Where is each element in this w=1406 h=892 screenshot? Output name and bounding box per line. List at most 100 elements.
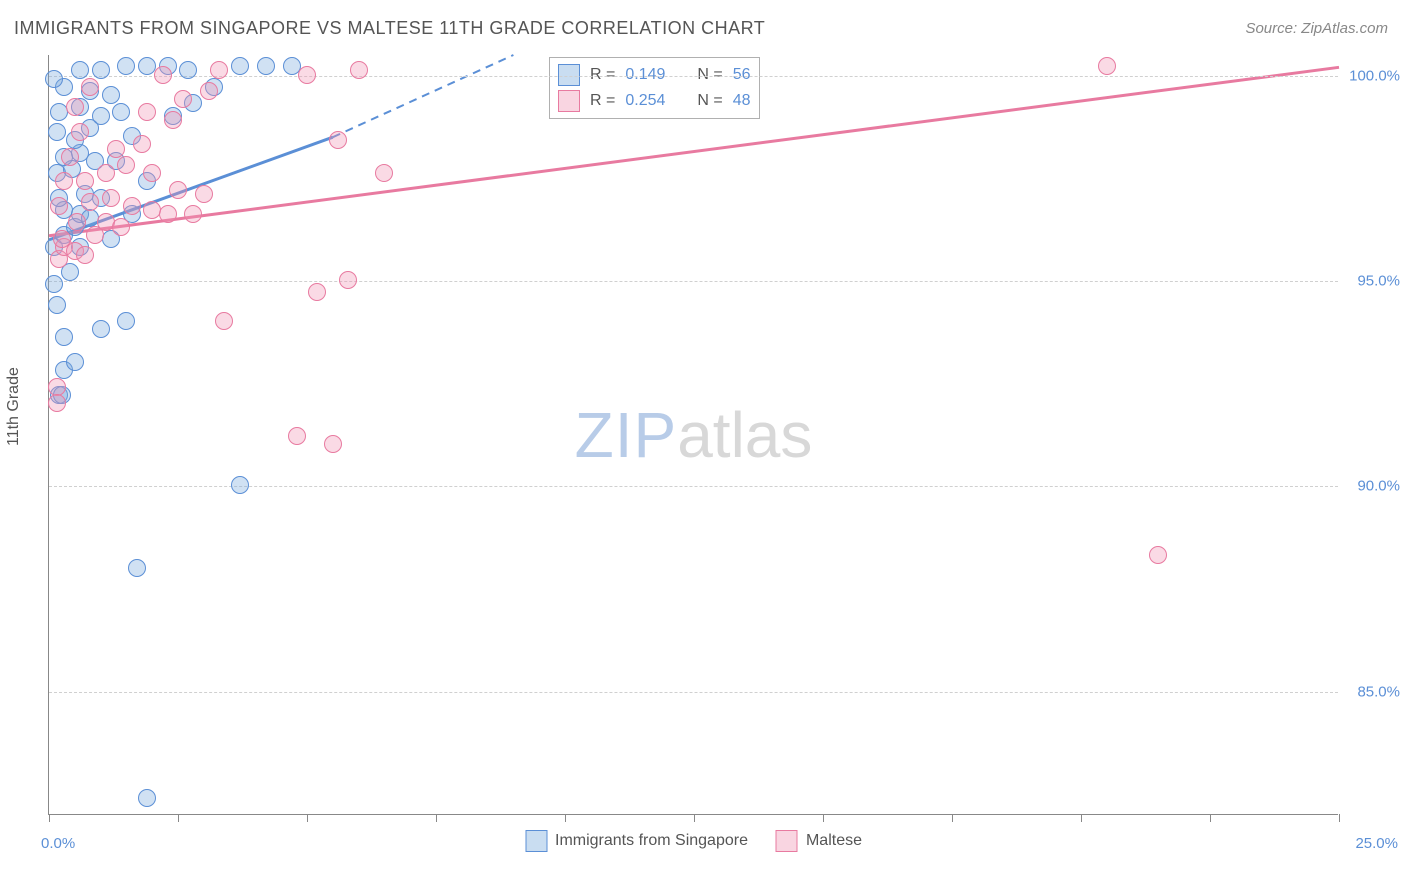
data-point: [81, 78, 99, 96]
x-tick: [1081, 814, 1082, 822]
data-point: [184, 205, 202, 223]
r-label: R =: [590, 92, 615, 110]
data-point: [350, 61, 368, 79]
legend-stats-row-maltese: R = 0.254 N = 48: [558, 88, 751, 114]
legend-label-maltese: Maltese: [806, 832, 862, 850]
data-point: [48, 123, 66, 141]
data-point: [102, 86, 120, 104]
data-point: [50, 197, 68, 215]
data-point: [61, 148, 79, 166]
data-point: [112, 218, 130, 236]
data-point: [174, 90, 192, 108]
data-point: [339, 271, 357, 289]
data-point: [81, 193, 99, 211]
data-point: [257, 57, 275, 75]
data-point: [66, 353, 84, 371]
y-tick-label: 100.0%: [1349, 67, 1400, 84]
gridline-h: [49, 692, 1338, 693]
data-point: [55, 172, 73, 190]
data-point: [210, 61, 228, 79]
chart-container: IMMIGRANTS FROM SINGAPORE VS MALTESE 11T…: [0, 0, 1406, 892]
data-point: [128, 559, 146, 577]
data-point: [133, 135, 151, 153]
x-tick: [952, 814, 953, 822]
legend-label-singapore: Immigrants from Singapore: [555, 832, 748, 850]
x-tick: [1339, 814, 1340, 822]
data-point: [375, 164, 393, 182]
bottom-legend: Immigrants from Singapore Maltese: [525, 830, 862, 852]
watermark-zip: ZIP: [575, 399, 678, 471]
data-point: [138, 789, 156, 807]
data-point: [123, 197, 141, 215]
x-tick: [307, 814, 308, 822]
x-axis-max-label: 25.0%: [1355, 835, 1398, 852]
swatch-blue-icon: [525, 830, 547, 852]
y-axis-title: 11th Grade: [5, 367, 23, 446]
trend-lines-svg: [49, 55, 1338, 814]
x-axis-min-label: 0.0%: [41, 835, 75, 852]
x-tick: [823, 814, 824, 822]
data-point: [71, 123, 89, 141]
chart-title: IMMIGRANTS FROM SINGAPORE VS MALTESE 11T…: [14, 18, 765, 39]
data-point: [329, 131, 347, 149]
n-value-maltese: 48: [733, 92, 751, 110]
plot-area: ZIPatlas R = 0.149 N = 56 R = 0.254 N = …: [48, 55, 1338, 815]
data-point: [200, 82, 218, 100]
x-tick: [565, 814, 566, 822]
watermark: ZIPatlas: [575, 398, 813, 472]
n-label: N =: [697, 92, 722, 110]
watermark-atlas: atlas: [677, 399, 812, 471]
data-point: [288, 427, 306, 445]
data-point: [117, 156, 135, 174]
data-point: [68, 213, 86, 231]
data-point: [117, 312, 135, 330]
data-point: [154, 66, 172, 84]
data-point: [107, 140, 125, 158]
data-point: [1149, 546, 1167, 564]
data-point: [195, 185, 213, 203]
legend-item-singapore: Immigrants from Singapore: [525, 830, 748, 852]
source-label: Source: ZipAtlas.com: [1245, 20, 1388, 37]
data-point: [53, 230, 71, 248]
r-value-maltese: 0.254: [625, 92, 665, 110]
y-tick-label: 85.0%: [1357, 683, 1400, 700]
data-point: [298, 66, 316, 84]
data-point: [66, 98, 84, 116]
legend-stats-box: R = 0.149 N = 56 R = 0.254 N = 48: [549, 57, 760, 119]
data-point: [92, 107, 110, 125]
legend-item-maltese: Maltese: [776, 830, 862, 852]
data-point: [215, 312, 233, 330]
data-point: [92, 61, 110, 79]
data-point: [102, 189, 120, 207]
data-point: [117, 57, 135, 75]
y-tick-label: 95.0%: [1357, 272, 1400, 289]
data-point: [138, 103, 156, 121]
data-point: [169, 181, 187, 199]
data-point: [164, 111, 182, 129]
data-point: [45, 275, 63, 293]
data-point: [231, 476, 249, 494]
swatch-pink-icon: [558, 90, 580, 112]
gridline-h: [49, 281, 1338, 282]
data-point: [76, 246, 94, 264]
data-point: [71, 61, 89, 79]
data-point: [112, 103, 130, 121]
x-tick: [49, 814, 50, 822]
x-tick: [436, 814, 437, 822]
data-point: [48, 378, 66, 396]
data-point: [179, 61, 197, 79]
data-point: [48, 296, 66, 314]
data-point: [45, 70, 63, 88]
gridline-h: [49, 76, 1338, 77]
data-point: [48, 394, 66, 412]
data-point: [97, 164, 115, 182]
data-point: [324, 435, 342, 453]
data-point: [159, 205, 177, 223]
x-tick: [1210, 814, 1211, 822]
data-point: [76, 172, 94, 190]
data-point: [55, 328, 73, 346]
data-point: [143, 164, 161, 182]
x-tick: [178, 814, 179, 822]
x-tick: [694, 814, 695, 822]
data-point: [92, 320, 110, 338]
